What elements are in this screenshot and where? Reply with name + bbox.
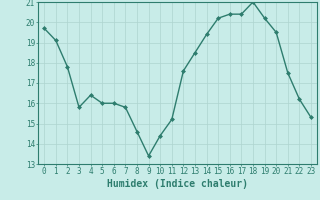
X-axis label: Humidex (Indice chaleur): Humidex (Indice chaleur) [107, 179, 248, 189]
